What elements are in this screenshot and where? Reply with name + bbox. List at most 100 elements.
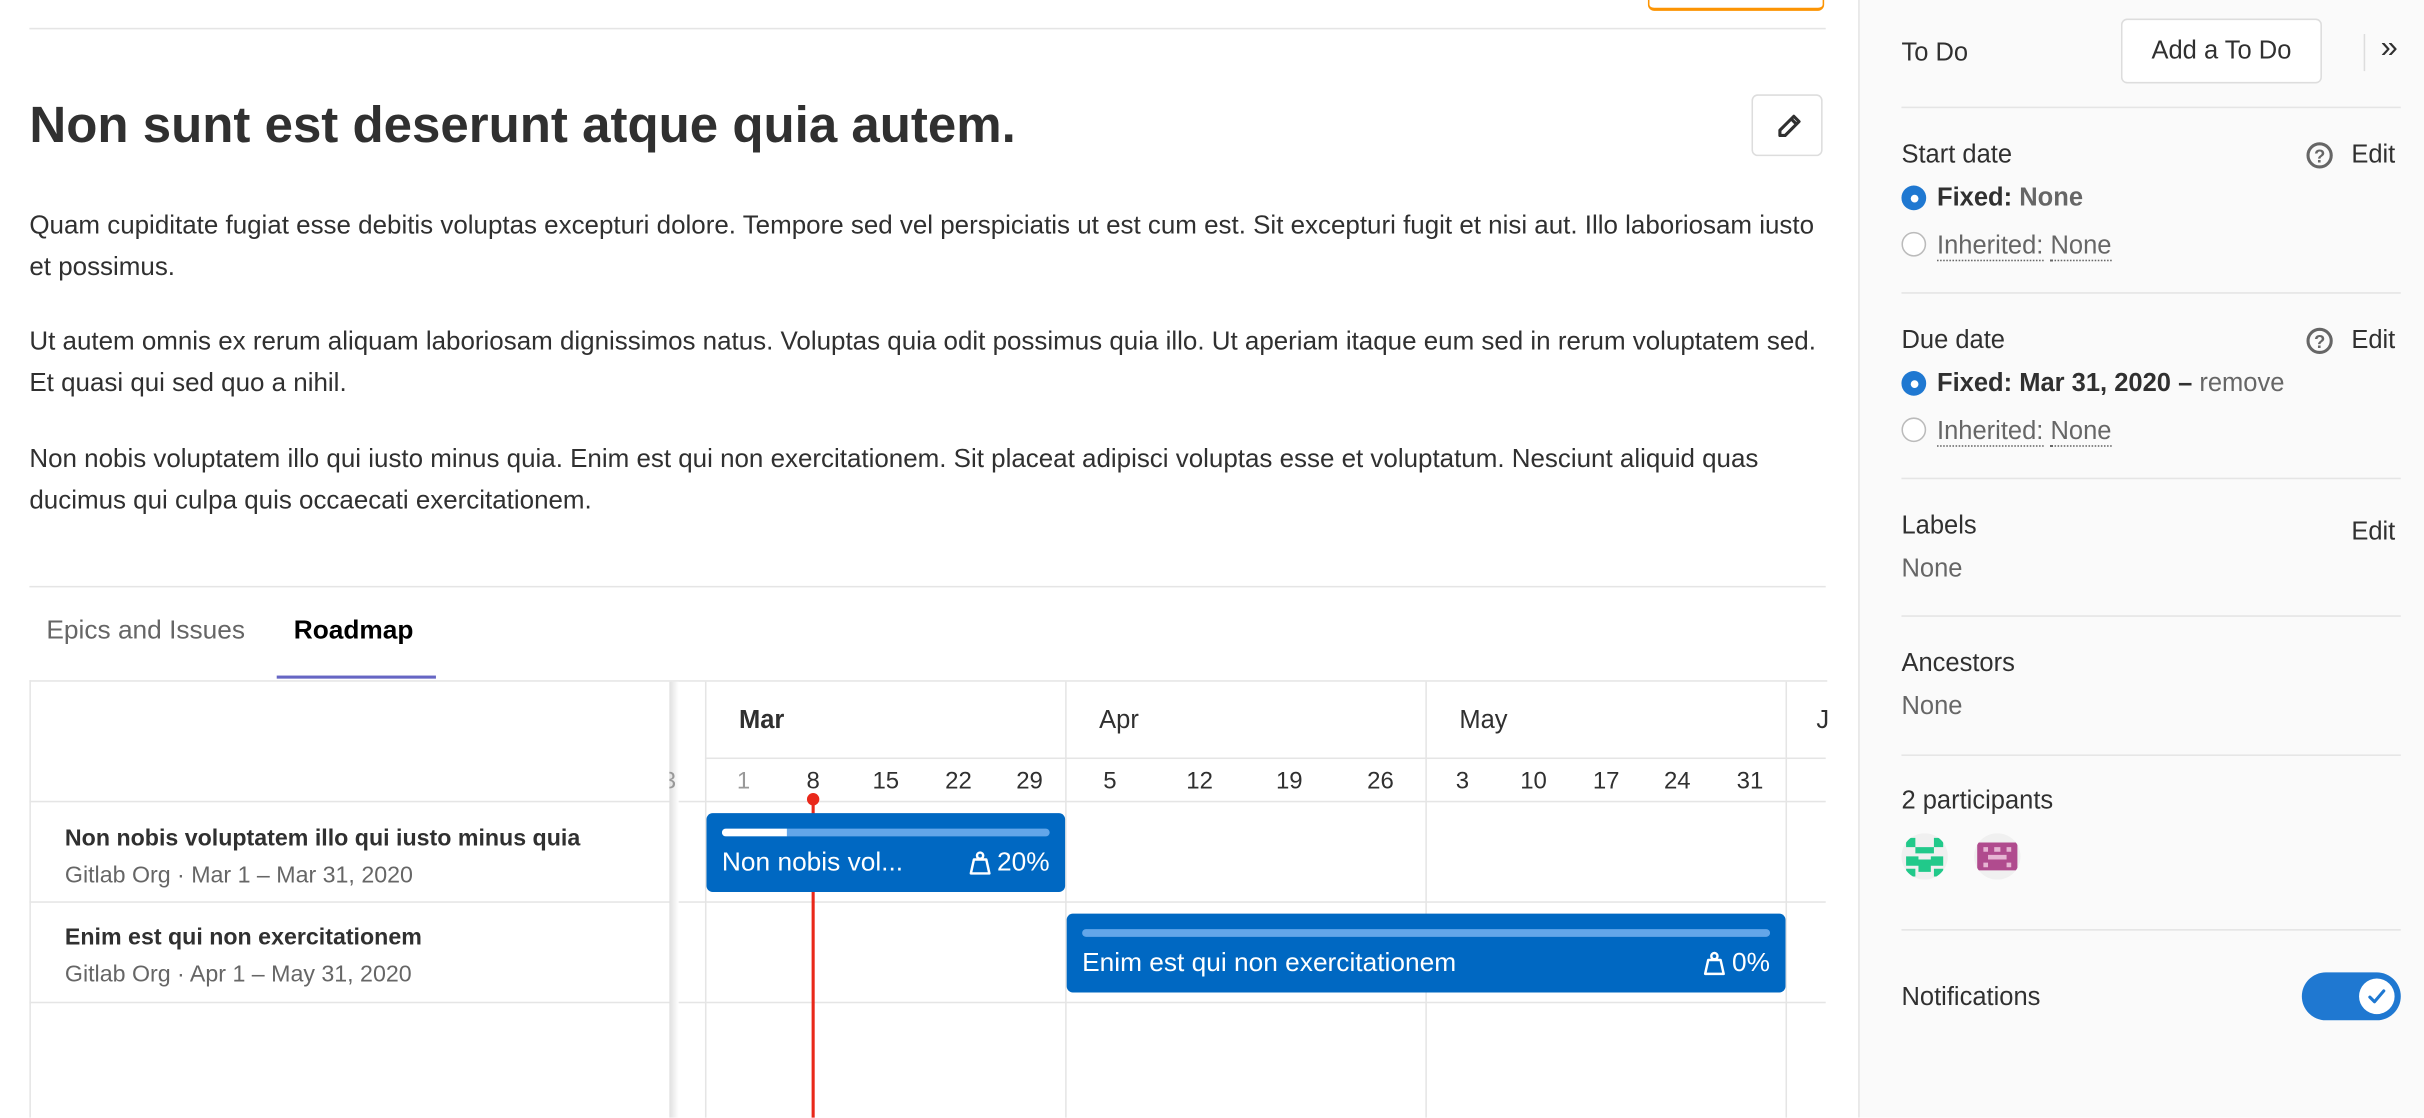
start-date-edit-link[interactable]: Edit bbox=[2351, 140, 2396, 169]
week-label: 24 bbox=[1663, 768, 1691, 795]
divider bbox=[29, 27, 1826, 30]
epic-meta: Gitlab Org · Apr 1 – May 31, 2020 bbox=[64, 961, 412, 988]
description-paragraph: Non nobis voluptatem illo qui iusto minu… bbox=[29, 443, 1759, 515]
progress-percent: 0% bbox=[1732, 947, 1771, 978]
grid-line bbox=[704, 681, 707, 1118]
fixed-value: Mar 31, 2020 bbox=[2019, 369, 2171, 398]
month-header: Mar bbox=[738, 706, 785, 735]
ancestors-value: None bbox=[1901, 692, 1963, 721]
grid-line bbox=[29, 800, 1826, 803]
inherited-value: None bbox=[2050, 231, 2112, 262]
participant-avatar[interactable] bbox=[1901, 833, 1948, 880]
check-icon bbox=[2368, 989, 2386, 1004]
fixed-label: Fixed: bbox=[1937, 369, 2013, 398]
fixed-label: Fixed: bbox=[1937, 183, 2013, 212]
grid-line bbox=[1065, 681, 1067, 1118]
tab-epics-and-issues[interactable]: Epics and Issues bbox=[46, 615, 246, 645]
week-label: 31 bbox=[1736, 768, 1764, 795]
due-date-label: Due date bbox=[1901, 326, 2005, 355]
pencil-icon bbox=[1778, 114, 1801, 138]
epic-meta: Gitlab Org · Mar 1 – Mar 31, 2020 bbox=[64, 862, 413, 889]
epic-title[interactable]: Non nobis voluptatem illo qui iusto minu… bbox=[64, 825, 581, 852]
inherited-label: Inherited: bbox=[1937, 231, 2044, 262]
week-label: 12 bbox=[1186, 768, 1213, 795]
page-title: Non sunt est deserunt atque quia autem. bbox=[29, 95, 1016, 154]
add-todo-button[interactable]: Add a To Do bbox=[2120, 18, 2322, 84]
epic-timeline-bar[interactable]: Non nobis vol... 20% bbox=[706, 813, 1066, 892]
divider bbox=[1901, 477, 2401, 480]
due-date-fixed-radio[interactable] bbox=[1901, 371, 1927, 396]
divider bbox=[2363, 34, 2366, 72]
progress-bar bbox=[1082, 929, 1771, 937]
divider bbox=[1901, 106, 2401, 109]
inherited-label: Inherited: bbox=[1937, 417, 2044, 447]
start-date-label: Start date bbox=[1901, 140, 2013, 169]
description-paragraph: Quam cupiditate fugiat esse debitis volu… bbox=[29, 210, 1815, 282]
week-label: 5 bbox=[1103, 768, 1117, 795]
divider bbox=[29, 585, 1826, 588]
top-action-button[interactable] bbox=[1647, 0, 1825, 11]
help-icon[interactable]: ? bbox=[2306, 142, 2333, 169]
notifications-toggle[interactable] bbox=[2301, 972, 2401, 1021]
right-sidebar: To Do Add a To Do » Start date ? Edit Fi… bbox=[1858, 0, 2424, 1118]
progress-bar bbox=[721, 828, 1050, 837]
week-label: 3 bbox=[1455, 768, 1470, 795]
epic-title[interactable]: Enim est qui non exercitationem bbox=[64, 924, 422, 951]
progress-percent: 20% bbox=[997, 847, 1050, 877]
today-line bbox=[810, 800, 814, 1118]
participant-avatar[interactable] bbox=[1974, 833, 2021, 880]
help-icon[interactable]: ? bbox=[2306, 327, 2333, 355]
bar-label: Enim est qui non exercitationem bbox=[1082, 947, 1457, 978]
todo-label: To Do bbox=[1901, 38, 1969, 67]
week-label: 17 bbox=[1592, 768, 1620, 795]
toggle-knob bbox=[2359, 978, 2395, 1015]
ancestors-label: Ancestors bbox=[1901, 649, 2015, 678]
week-label: 22 bbox=[945, 768, 972, 795]
start-date-inherited-radio[interactable] bbox=[1901, 231, 1927, 257]
grid-line bbox=[29, 1001, 1826, 1004]
month-header: J bbox=[1816, 706, 1830, 735]
week-label: 26 bbox=[1367, 768, 1394, 795]
inherited-value: None bbox=[2050, 417, 2112, 447]
description-paragraph: Ut autem omnis ex rerum aliquam laborios… bbox=[29, 326, 1816, 398]
roadmap-gantt bbox=[29, 680, 1828, 1118]
due-date-inherited-radio[interactable] bbox=[1901, 417, 1927, 443]
grid-line bbox=[1425, 681, 1427, 1118]
week-label: 19 bbox=[1275, 768, 1303, 795]
edit-title-button[interactable] bbox=[1751, 94, 1823, 157]
due-date-edit-link[interactable]: Edit bbox=[2351, 326, 2396, 355]
participants-label: 2 participants bbox=[1901, 786, 2054, 815]
grid-line bbox=[29, 901, 1826, 903]
collapse-sidebar-icon[interactable]: » bbox=[2380, 30, 2398, 65]
divider bbox=[1901, 615, 2401, 617]
fixed-value: None bbox=[2019, 183, 2084, 212]
week-label: 15 bbox=[872, 768, 900, 795]
week-label: 8 bbox=[806, 768, 820, 795]
start-date-fixed-radio[interactable] bbox=[1901, 185, 1927, 211]
weight-icon bbox=[969, 851, 991, 875]
labels-label: Labels bbox=[1901, 511, 1977, 540]
epic-list-panel-shadow bbox=[669, 681, 679, 1118]
grid-line bbox=[1785, 681, 1788, 1118]
month-header: May bbox=[1459, 706, 1508, 735]
active-tab-indicator bbox=[276, 675, 436, 679]
divider bbox=[1901, 292, 2401, 294]
bar-label: Non nobis vol... bbox=[721, 847, 904, 877]
today-marker bbox=[806, 793, 819, 806]
divider bbox=[1901, 929, 2401, 931]
labels-edit-link[interactable]: Edit bbox=[2351, 517, 2396, 546]
tab-roadmap[interactable]: Roadmap bbox=[293, 615, 414, 645]
month-header: Apr bbox=[1099, 706, 1139, 735]
notifications-label: Notifications bbox=[1901, 983, 2041, 1012]
grid-line bbox=[704, 757, 1826, 760]
week-label: 29 bbox=[1016, 768, 1043, 795]
epic-timeline-bar[interactable]: Enim est qui non exercitationem 0% bbox=[1066, 913, 1786, 993]
weight-icon bbox=[1704, 951, 1726, 976]
week-label: 3 bbox=[662, 768, 677, 795]
labels-value: None bbox=[1901, 554, 1963, 583]
week-label: 1 bbox=[736, 768, 751, 795]
separator: – bbox=[2178, 369, 2193, 398]
remove-due-date-link[interactable]: remove bbox=[2199, 369, 2285, 398]
divider bbox=[1901, 754, 2401, 756]
